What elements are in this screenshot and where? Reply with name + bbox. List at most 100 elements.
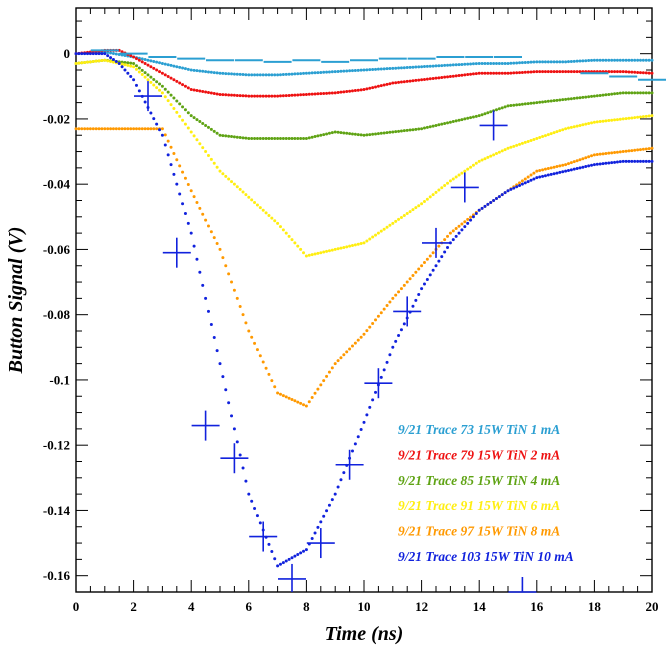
series-0-point: [336, 69, 340, 73]
series-5-point: [460, 228, 464, 232]
series-5-point: [592, 163, 596, 167]
series-5-point: [353, 442, 357, 446]
series-0-point: [624, 58, 628, 62]
cross-marker: [220, 443, 249, 474]
series-2-point: [247, 137, 251, 140]
series-2-point: [581, 95, 585, 99]
x-tick-label: 12: [415, 599, 428, 614]
series-5-point: [494, 197, 498, 201]
series-0-point: [388, 67, 392, 71]
series-1-point: [322, 91, 326, 95]
series-5-point: [281, 561, 285, 565]
series-5-point: [624, 159, 628, 163]
series-5-point: [183, 212, 187, 216]
series-5-point: [111, 58, 115, 62]
series-0-point: [356, 68, 360, 72]
series-0-point: [270, 73, 274, 77]
series-0-point: [529, 60, 533, 64]
series-2-point: [613, 92, 617, 96]
series-0-point: [224, 72, 228, 76]
legend-entry-3: 9/21 Trace 91 15W TiN 6 mA: [398, 498, 560, 513]
series-0-point: [434, 64, 438, 68]
series-5-point: [166, 153, 170, 157]
series-1-point: [624, 70, 628, 74]
series-1-point: [388, 82, 392, 86]
series-1-point: [572, 70, 576, 74]
series-2-point: [566, 97, 570, 101]
series-1-point: [204, 90, 208, 94]
series-5-point: [446, 245, 450, 249]
series-5-point: [578, 166, 582, 170]
series-0-point: [302, 71, 306, 75]
series-3-point: [388, 223, 392, 227]
series-0-point: [183, 67, 187, 71]
series-0-point: [638, 58, 642, 62]
series-4-point: [276, 391, 280, 395]
series-5-point: [546, 173, 550, 177]
series-0-point: [325, 70, 329, 74]
series-2-point: [230, 135, 234, 139]
series-1-point: [494, 71, 498, 75]
series-3-point: [598, 120, 602, 124]
series-5-point: [434, 264, 438, 268]
series-3-point: [506, 146, 510, 150]
series-1-point: [422, 77, 426, 81]
y-tick-label: -0.1: [49, 372, 70, 387]
series-5-point: [109, 56, 113, 60]
series-2-point: [572, 96, 576, 100]
series-5-point: [143, 100, 147, 104]
series-0-point: [359, 68, 363, 72]
series-1-point: [307, 92, 311, 96]
series-3-point: [546, 133, 550, 137]
series-1-point: [443, 75, 447, 79]
series-3-point: [474, 161, 478, 165]
series-5-point: [500, 193, 504, 197]
series-1-point: [460, 73, 464, 77]
series-1-point: [137, 58, 141, 62]
series-3-point: [247, 195, 251, 199]
series-4-point: [448, 231, 452, 235]
series-5-point: [613, 160, 617, 164]
series-5-point: [273, 557, 277, 561]
series-1-point: [353, 89, 357, 93]
series-4-point: [402, 283, 406, 287]
series-0-point: [365, 68, 369, 72]
series-0-point: [448, 63, 452, 67]
series-0-point: [503, 61, 507, 65]
series-5-point: [160, 133, 164, 137]
series-5-point: [310, 536, 314, 540]
series-5-point: [316, 525, 320, 529]
series-2-point: [362, 133, 366, 137]
series-5-point: [397, 334, 401, 338]
series-1-point: [149, 65, 153, 69]
series-3-point: [460, 171, 464, 175]
series-2-point: [549, 99, 553, 103]
series-3-point: [610, 118, 614, 122]
series-2-point: [601, 93, 605, 97]
series-1-point: [561, 70, 565, 74]
series-4-point: [94, 127, 98, 131]
series-1-point: [146, 63, 150, 67]
series-1-point: [296, 93, 300, 97]
series-3-point: [356, 242, 360, 246]
series-0-point: [209, 70, 213, 74]
series-5-point: [466, 221, 470, 225]
series-2-point: [379, 131, 383, 135]
series-2-point: [460, 118, 464, 122]
series-2-point: [241, 136, 245, 140]
plot-frame: [75, 7, 653, 593]
series-0-point: [443, 63, 447, 67]
series-1-point: [304, 92, 308, 96]
series-0-point: [348, 69, 352, 73]
series-4-point: [391, 296, 395, 300]
series-3-point: [281, 228, 285, 232]
series-1-point: [238, 94, 242, 98]
series-4-point: [224, 264, 228, 268]
series-2-point: [206, 125, 210, 129]
series-5-point: [535, 176, 539, 180]
series-2-point: [443, 121, 447, 125]
cross-marker: [450, 172, 479, 203]
legend-entry-2: 9/21 Trace 85 15W TiN 4 mA: [398, 473, 560, 488]
series-4-point: [618, 150, 622, 154]
series-2-point: [402, 129, 406, 133]
